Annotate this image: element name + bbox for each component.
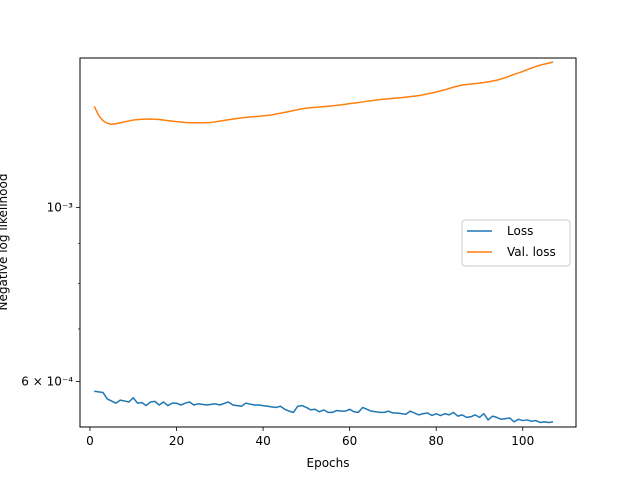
x-tick-label: 60 [342, 434, 357, 448]
y-tick-label: 6 × 10⁻⁴ [21, 374, 73, 388]
x-tick-label: 100 [511, 434, 534, 448]
x-axis-label: Epochs [307, 456, 350, 470]
y-axis-label: Negative log likelihood [0, 174, 10, 311]
x-axis: 0 20 40 60 80 100 [86, 427, 534, 448]
legend-label-val-loss: Val. loss [507, 245, 556, 259]
plot-frame [79, 57, 577, 428]
series-line-loss [94, 390, 554, 424]
x-tick-label: 40 [255, 434, 270, 448]
y-tick-label: 10⁻³ [47, 200, 74, 214]
legend-label-loss: Loss [507, 224, 533, 238]
series-line-val-loss [93, 61, 554, 126]
x-tick-label: 80 [429, 434, 444, 448]
x-tick-label: 0 [86, 434, 94, 448]
x-tick-label: 20 [169, 434, 184, 448]
y-axis: 6 × 10⁻⁴ 10⁻³ [21, 200, 80, 388]
series-layer [93, 61, 554, 424]
legend: Loss Val. loss [461, 219, 571, 267]
